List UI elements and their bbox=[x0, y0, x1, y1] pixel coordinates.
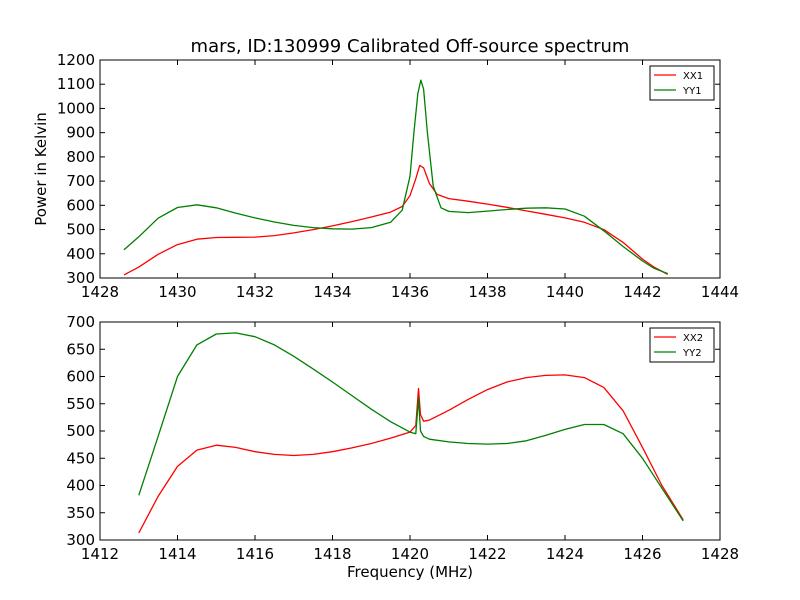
series-line-yy2 bbox=[138, 332, 684, 522]
x-tick-label: 1424 bbox=[546, 545, 584, 563]
legend-label: YY1 bbox=[682, 86, 702, 97]
y-tick-label: 600 bbox=[66, 368, 95, 386]
y-tick-label: 450 bbox=[66, 449, 95, 467]
top-plot: 1428 1430 1432 1434 1436 1438 1440 1442 1444 300 4… bbox=[57, 51, 739, 301]
y-tick-label: 650 bbox=[66, 340, 95, 358]
y-tick-label: 400 bbox=[66, 477, 95, 495]
bottom-plot: 1412 1414 1416 1418 1420 1422 1424 1426 1428 300 3… bbox=[66, 313, 739, 563]
x-axis-label: Frequency (MHz) bbox=[347, 563, 473, 581]
x-tick-label: 1412 bbox=[81, 545, 119, 563]
x-tick-label: 1428 bbox=[701, 545, 739, 563]
series-line-xx1 bbox=[123, 164, 669, 276]
y-tick-label: 550 bbox=[66, 395, 95, 413]
legend-label: YY2 bbox=[682, 348, 702, 359]
x-tick-label: 1422 bbox=[468, 545, 506, 563]
x-tick-label: 1438 bbox=[468, 283, 506, 301]
y-tick-label: 1200 bbox=[57, 51, 95, 69]
y-tick-label: 350 bbox=[66, 504, 95, 522]
x-tick-label: 1444 bbox=[701, 283, 739, 301]
x-tick-label: 1418 bbox=[313, 545, 351, 563]
y-tick-label: 700 bbox=[66, 313, 95, 331]
y-tick-label: 500 bbox=[66, 422, 95, 440]
x-tick-label: 1428 bbox=[81, 283, 119, 301]
legend-box bbox=[649, 327, 715, 363]
chart-title: mars, ID:130999 Calibrated Off-source sp… bbox=[191, 36, 630, 57]
x-tick-label: 1420 bbox=[391, 545, 429, 563]
y-tick-label: 700 bbox=[66, 172, 95, 190]
y-tick-label: 400 bbox=[66, 245, 95, 263]
x-tick-label: 1416 bbox=[236, 545, 274, 563]
y-tick-label: 300 bbox=[66, 531, 95, 549]
y-tick-label: 300 bbox=[66, 269, 95, 287]
x-tick-label: 1434 bbox=[313, 283, 351, 301]
x-tick-label: 1430 bbox=[158, 283, 196, 301]
x-tick-label: 1440 bbox=[546, 283, 584, 301]
x-tick-label: 1414 bbox=[158, 545, 196, 563]
y-tick-label: 800 bbox=[66, 148, 95, 166]
y-tick-label: 500 bbox=[66, 221, 95, 239]
y-tick-label: 600 bbox=[66, 196, 95, 214]
series-line-xx2 bbox=[138, 374, 684, 534]
plot-frame bbox=[99, 321, 721, 541]
plot-frame bbox=[99, 59, 721, 279]
legend-label: XX1 bbox=[683, 71, 703, 82]
y-axis-label: Power in Kelvin bbox=[32, 112, 50, 226]
y-tick-label: 1100 bbox=[57, 75, 95, 93]
x-tick-label: 1436 bbox=[391, 283, 429, 301]
series-line-yy1 bbox=[123, 79, 668, 275]
y-tick-label: 900 bbox=[66, 124, 95, 142]
y-tick-label: 1000 bbox=[57, 99, 95, 117]
x-tick-label: 1426 bbox=[623, 545, 661, 563]
legend-label: XX2 bbox=[683, 333, 703, 344]
x-tick-label: 1442 bbox=[623, 283, 661, 301]
x-tick-label: 1432 bbox=[236, 283, 274, 301]
legend-box bbox=[649, 65, 715, 101]
